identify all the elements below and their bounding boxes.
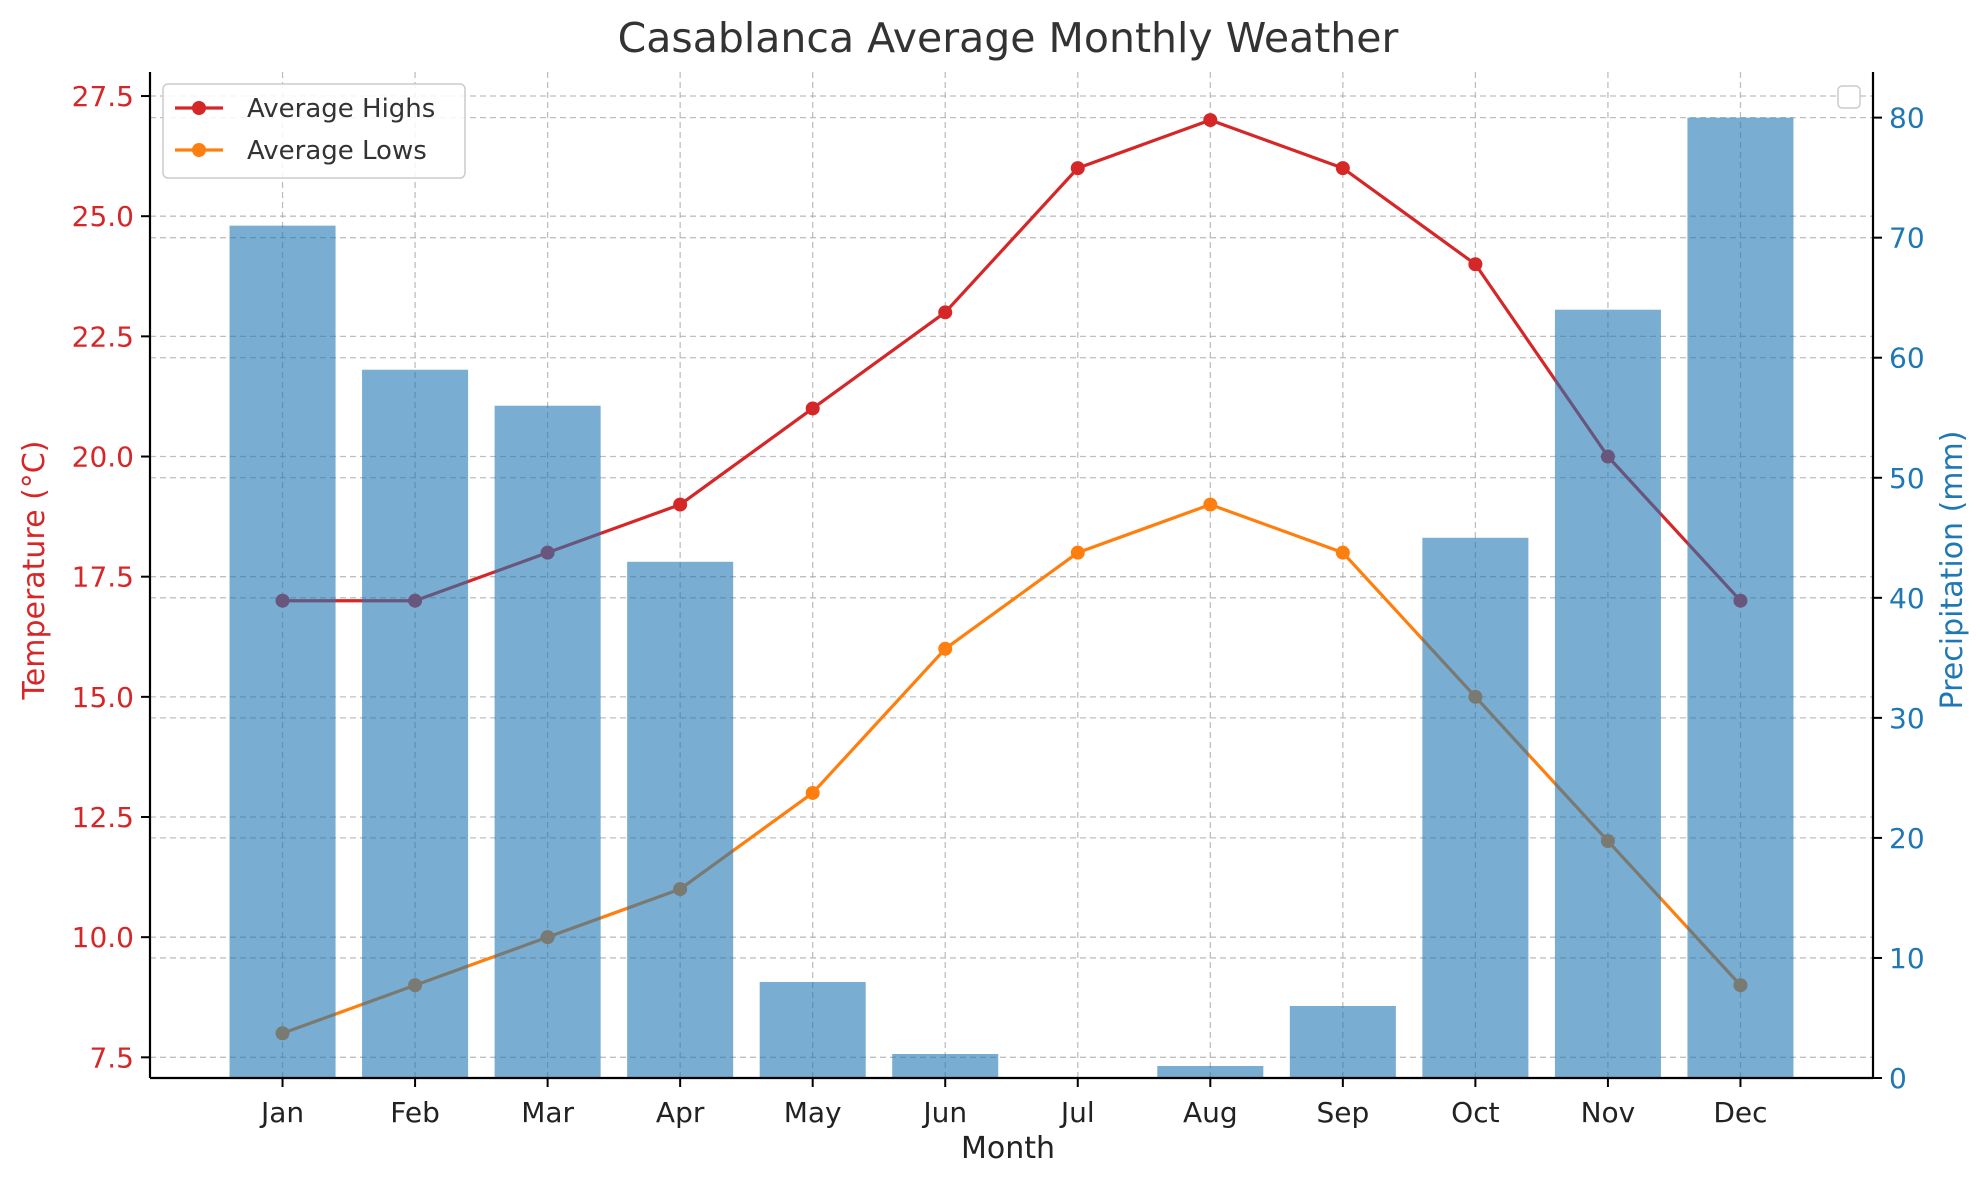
- right-tick-label: 50: [1889, 462, 1925, 495]
- x-tick-label: Jan: [259, 1096, 304, 1129]
- right-tick-label: 60: [1889, 342, 1925, 375]
- legend-swatch-marker: [192, 143, 206, 157]
- empty-legend-box: [1837, 85, 1861, 109]
- bar: [627, 561, 734, 1078]
- left-tick-label: 20.0: [72, 441, 134, 474]
- x-tick-label: Jul: [1059, 1096, 1095, 1129]
- bar: [1289, 1005, 1396, 1078]
- axes: Jan Feb Mar Apr May Jun Jul Aug Sep Oct Nov Dec 7.5 1…: [72, 72, 1925, 1129]
- x-tick-label: May: [784, 1096, 842, 1129]
- x-tick-label: Apr: [656, 1096, 705, 1129]
- x-tick-label: Mar: [521, 1096, 574, 1129]
- bar: [1554, 309, 1661, 1078]
- x-axis-label: Month: [961, 1131, 1055, 1166]
- left-axis-label: Temperature (°C): [17, 441, 52, 701]
- legend-label: Average Lows: [247, 136, 427, 166]
- legend-label: Average Highs: [247, 94, 435, 124]
- bar: [494, 405, 601, 1079]
- bar: [362, 369, 469, 1078]
- x-tick-label: Aug: [1183, 1096, 1238, 1129]
- point: [805, 401, 820, 416]
- right-axis-label: Precipitation (mm): [1935, 431, 1970, 710]
- point: [1203, 497, 1218, 512]
- point: [1468, 257, 1483, 272]
- left-tick-label: 17.5: [72, 561, 134, 594]
- right-tick-label: 0: [1889, 1062, 1907, 1095]
- precipitation-bars: [229, 117, 1794, 1079]
- legend: Average Highs Average Lows: [162, 83, 1861, 179]
- x-tick-label: Oct: [1451, 1096, 1499, 1129]
- right-tick-label: 10: [1889, 942, 1925, 975]
- bar: [1687, 117, 1794, 1078]
- right-tick-label: 30: [1889, 702, 1925, 735]
- point: [938, 641, 953, 656]
- point: [1203, 113, 1218, 128]
- bar: [892, 1053, 999, 1078]
- bar: [1157, 1065, 1264, 1078]
- bar: [1422, 537, 1529, 1078]
- left-tick-label: 22.5: [72, 320, 134, 353]
- right-tick-label: 80: [1889, 102, 1925, 135]
- point: [673, 497, 688, 512]
- legend-swatch-marker: [192, 101, 206, 115]
- x-tick-label: Sep: [1316, 1096, 1369, 1129]
- point: [1070, 545, 1085, 560]
- left-tick-label: 12.5: [72, 801, 134, 834]
- left-tick-label: 10.0: [72, 921, 134, 954]
- point: [1070, 161, 1085, 176]
- legend-box: [162, 83, 466, 179]
- left-tick-label: 27.5: [72, 80, 134, 113]
- point: [938, 305, 953, 320]
- chart-title: Casablanca Average Monthly Weather: [618, 14, 1399, 62]
- left-tick-label: 25.0: [72, 200, 134, 233]
- point: [1335, 161, 1350, 176]
- x-tick-label: Nov: [1581, 1096, 1636, 1129]
- point: [805, 785, 820, 800]
- right-tick-label: 70: [1889, 222, 1925, 255]
- left-tick-label: 7.5: [89, 1041, 134, 1074]
- x-tick-label: Feb: [390, 1096, 440, 1129]
- x-tick-label: Jun: [921, 1096, 967, 1129]
- bar: [759, 981, 866, 1078]
- right-tick-label: 40: [1889, 582, 1925, 615]
- bar: [229, 225, 336, 1078]
- left-tick-label: 15.0: [72, 681, 134, 714]
- right-tick-label: 20: [1889, 822, 1925, 855]
- x-tick-label: Dec: [1713, 1096, 1767, 1129]
- point: [1335, 545, 1350, 560]
